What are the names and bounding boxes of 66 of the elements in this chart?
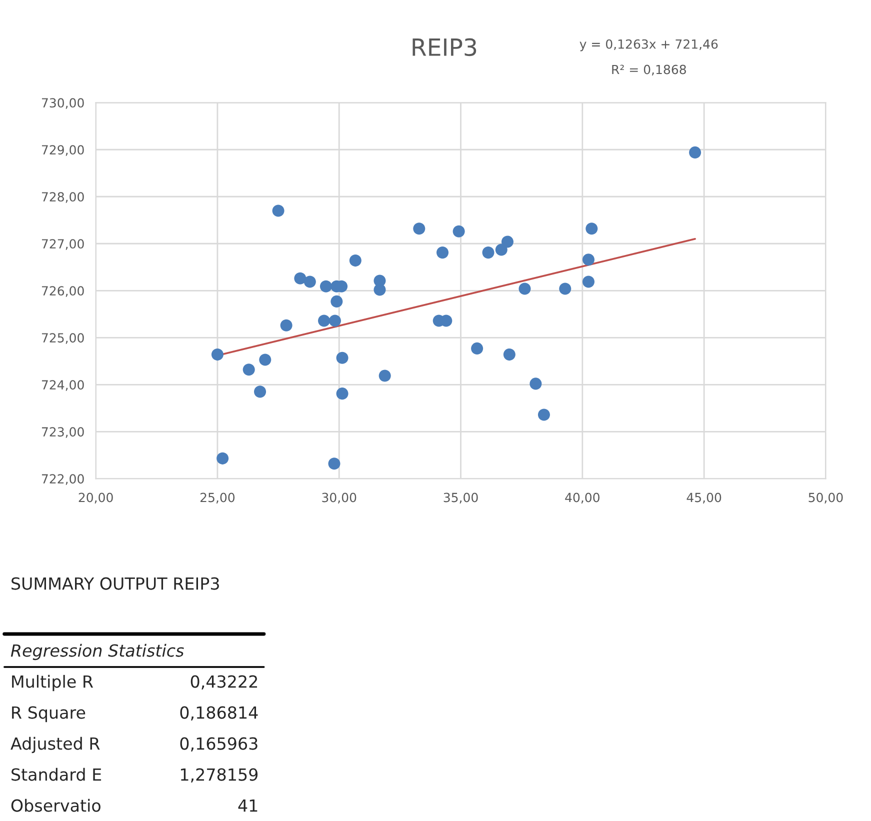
point — [413, 222, 426, 235]
chart-title: REIP3 — [412, 38, 476, 56]
text: Standard E — [12, 768, 102, 781]
y-tick-label: 723,00 — [42, 427, 84, 438]
text: Adjusted R — [10, 736, 100, 754]
text: y = 0,1263x + 721,46 — [580, 39, 718, 52]
point — [495, 244, 508, 256]
y-tick-label: 725,00 — [42, 333, 84, 344]
point — [582, 254, 595, 266]
point — [586, 222, 598, 235]
point — [378, 370, 391, 382]
y-tick-label: 722,00 — [42, 474, 84, 485]
x-tick-label: 40,00 — [565, 492, 600, 504]
x-tick-label: 30,00 — [322, 492, 356, 504]
point — [530, 378, 542, 390]
text: R² = 0,1868 — [612, 64, 686, 76]
text: SUMMARY OUTPUT REIP3 — [12, 577, 219, 590]
text: Regression Statistics — [10, 644, 184, 660]
x-tick-label: 45,00 — [686, 492, 722, 504]
point — [328, 314, 341, 327]
text: Observatio — [11, 798, 100, 812]
point — [501, 236, 514, 248]
point — [242, 364, 255, 376]
text: 0,165963 — [180, 737, 258, 752]
point — [272, 204, 284, 217]
text: 41 — [238, 799, 258, 812]
point — [336, 352, 348, 364]
text: R Square — [12, 706, 86, 722]
x-tick-label: 25,00 — [200, 492, 235, 504]
point — [254, 386, 266, 398]
point — [349, 254, 362, 267]
y-tick-label: 726,00 — [42, 286, 84, 297]
point — [318, 314, 330, 327]
y-tick-label: 727,00 — [42, 239, 84, 250]
point — [374, 284, 386, 296]
point — [471, 342, 484, 354]
text: 0,186814 — [180, 706, 258, 721]
text: 0,43222 — [190, 675, 258, 690]
point — [304, 276, 316, 288]
point — [436, 246, 449, 259]
point — [294, 272, 306, 284]
point — [330, 295, 343, 308]
text: 1,278159 — [180, 768, 258, 783]
point — [216, 452, 229, 464]
y-tick-label: 730,00 — [42, 98, 84, 109]
y-tick-label: 728,00 — [42, 192, 84, 203]
x-tick-label: 50,00 — [808, 492, 843, 504]
y-tick-label: 729,00 — [42, 145, 84, 156]
text: Multiple R — [12, 674, 94, 692]
point — [538, 408, 550, 421]
y-tick-label: 724,00 — [42, 380, 84, 391]
point — [518, 282, 531, 295]
x-tick-label: 35,00 — [444, 492, 478, 504]
point — [320, 280, 332, 292]
point — [689, 146, 702, 158]
point — [503, 348, 516, 361]
point — [452, 225, 465, 238]
point — [280, 319, 292, 332]
point — [336, 388, 348, 400]
point — [259, 354, 272, 366]
point — [559, 282, 572, 295]
point — [328, 458, 340, 470]
point — [582, 276, 595, 288]
x-tick-label: 20,00 — [78, 492, 113, 504]
point — [211, 348, 224, 361]
point — [482, 246, 494, 259]
